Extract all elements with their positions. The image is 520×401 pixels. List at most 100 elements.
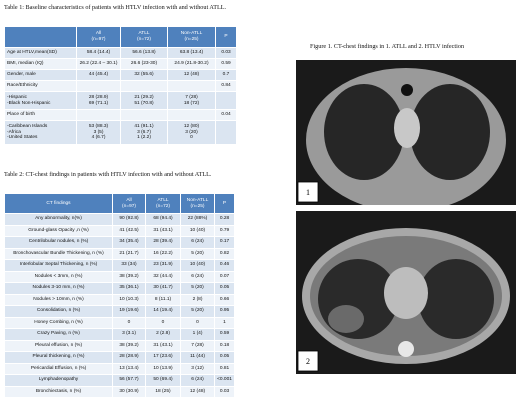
- table-cell: 0.82: [214, 247, 235, 260]
- cell-line: ATLL: [157, 197, 169, 203]
- table-cell: 0.95: [214, 305, 235, 318]
- table-cell: -Hispanic -Black Non-Hispanic: [4, 91, 77, 110]
- table-row: Race/Ethnicity 0.84: [4, 80, 237, 92]
- table-cell: Gender, male: [4, 69, 77, 81]
- table-cell: 7 (28): [180, 339, 215, 352]
- label-box: [297, 181, 319, 203]
- table-row: Centrilobular nodules, n (%) 34 (35.4) 28 …: [4, 236, 235, 249]
- label-box: [297, 350, 319, 372]
- header-cell: Non-ATLL (n=25): [167, 26, 216, 48]
- table-cell: Consolidation, n (%): [4, 305, 113, 318]
- table-cell: 13 (13.4): [112, 362, 146, 375]
- table-cell: 23 (31.9): [145, 259, 181, 272]
- baseline-table: All (n=97) ATLL (n=72) Non-ATLL (n=25) P Age at…: [4, 26, 237, 145]
- cell-line: (n=72): [137, 37, 151, 42]
- table-cell: 0: [112, 316, 146, 329]
- cell-line: Non-ATLL: [180, 31, 203, 37]
- table-cell: 1: [214, 316, 235, 329]
- table-cell: 0.03: [215, 47, 237, 59]
- table-cell: 3 (3.1): [112, 328, 146, 341]
- table-row: Any abnormality, n(%) 90 (92.8) 68 (94.4) 2…: [4, 213, 235, 226]
- table-cell: 10 (40): [180, 259, 215, 272]
- table-row: Nodules < 3mm, n (%) 38 (39.2) 32 (44.4) 6 …: [4, 270, 235, 283]
- table-cell: Pleural effusion, n (%): [4, 339, 113, 352]
- cell-line: -Hispanic: [7, 94, 27, 100]
- cell-line: 1 (2.2): [137, 135, 151, 141]
- ct-trachea: [401, 84, 413, 96]
- header-cell: P: [215, 26, 237, 48]
- table-cell: 0: [145, 316, 181, 329]
- table-cell: 16 (22.2): [145, 247, 181, 260]
- table-cell: Nodules < 3mm, n (%): [4, 270, 113, 283]
- table-cell: Place of birth: [4, 109, 77, 121]
- table-cell: 0.59: [214, 328, 235, 341]
- table-cell: Crazy Paving, n (%): [4, 328, 113, 341]
- cell-line: -Africa: [7, 129, 21, 135]
- table-cell: 12 (48): [180, 385, 215, 398]
- header-cell: CT findings: [4, 193, 113, 214]
- table-cell: 26.6 (23-30): [120, 58, 168, 70]
- table-cell: Bronchovascular Bundle Thickening, n (%): [4, 247, 113, 260]
- table-cell: 10 (10.3): [112, 293, 146, 306]
- ct-lung-left: [410, 84, 490, 180]
- table-row: BMI, median (IQ) 26.2 (22.4 – 30.1) 26.6 (…: [4, 58, 237, 70]
- table-cell: 44 (45.4): [76, 69, 121, 81]
- table-cell: 10 (13.9): [145, 362, 181, 375]
- cell-line: All: [95, 31, 102, 37]
- table-cell: 56 (57.7): [112, 374, 146, 387]
- table-cell: 5 (20): [180, 305, 215, 318]
- header-cell: All (n=97): [112, 193, 146, 214]
- table-cell: 0.79: [214, 224, 235, 237]
- header-cell: P: [214, 193, 235, 214]
- table-row: Consolidation, n (%) 19 (19.6) 14 (19.4) 5 …: [4, 305, 235, 318]
- table-cell: 2 (2.8): [145, 328, 181, 341]
- table-cell: 0.81: [214, 362, 235, 375]
- table-cell: 28 (28.9) 69 (71.1): [76, 91, 121, 110]
- table-cell: [76, 80, 121, 92]
- ct-lung-left: [418, 259, 494, 339]
- table-cell: 21 (21.7): [112, 247, 146, 260]
- table1-caption: Table 1: Baseline characteristics of pat…: [4, 4, 227, 11]
- table-row: Nodules 3-10 mm, n (%) 35 (36.1) 30 (41.7)…: [4, 282, 235, 295]
- table-row: Nodules > 10mm, n (%) 10 (10.3) 8 (11.1) 2 …: [4, 293, 235, 306]
- table-cell: 8 (11.1): [145, 293, 181, 306]
- header-cell: [4, 26, 77, 48]
- table-cell: <0.001: [214, 374, 235, 387]
- table-cell: 19 (19.6): [112, 305, 146, 318]
- cell-line: 3 (20): [185, 129, 198, 135]
- table-cell: 31 (43.1): [145, 339, 181, 352]
- table-cell: 0.59: [215, 58, 237, 70]
- table-cell: 12 (80) 3 (20) 0: [167, 120, 216, 145]
- table-cell: 34 (35.4): [112, 236, 146, 249]
- table-cell: 0.46: [214, 259, 235, 272]
- table-cell: 63.8 (13.4): [167, 47, 216, 59]
- ct-findings-table: CT findings All (n=97) ATLL (n=72) Non-ATLL (n…: [4, 193, 235, 398]
- table-cell: 2 (8): [180, 293, 215, 306]
- cell-line: 51 (70.8): [134, 100, 154, 106]
- cell-line: 12 (80): [183, 124, 200, 130]
- table-cell: 14 (19.4): [145, 305, 181, 318]
- cell-line: 7 (28): [185, 94, 198, 100]
- table-cell: 17 (23.6): [145, 351, 181, 364]
- table-row: -Hispanic -Black Non-Hispanic 28 (28.9) 69 …: [4, 91, 237, 110]
- table-cell: 0.66: [214, 293, 235, 306]
- cell-line: 21 (29.2): [134, 94, 154, 100]
- table-row: Bronchovascular Bundle Thickening, n (%)…: [4, 247, 235, 260]
- table-cell: Ground-glass Opacity ,n (%): [4, 224, 113, 237]
- table-cell: 10 (40): [180, 224, 215, 237]
- table-row: Pleural thickening, n (%) 28 (28.9) 17 (23…: [4, 351, 235, 364]
- table-row: -Caribbean Islands -Africa -United States 5…: [4, 120, 237, 145]
- table-cell: 12 (48): [167, 69, 216, 81]
- table-cell: 41 (91.1) 3 (6.7) 1 (2.2): [120, 120, 168, 145]
- cell-line: (n=97): [122, 203, 136, 209]
- table-cell: Interlobular Septal Thickening, n (%): [4, 259, 113, 272]
- cell-line: 3 (5): [93, 129, 104, 135]
- table-cell: 0.17: [214, 236, 235, 249]
- cell-line: (n=97): [91, 37, 106, 42]
- image-label: 2: [306, 357, 310, 366]
- table-cell: [167, 80, 216, 92]
- table-cell: 38 (39.2): [112, 270, 146, 283]
- table-row: Lymphadenopathy 56 (57.7) 50 (69.4) 6 (24) <…: [4, 374, 235, 387]
- cell-line: 28 (28.9): [88, 94, 109, 100]
